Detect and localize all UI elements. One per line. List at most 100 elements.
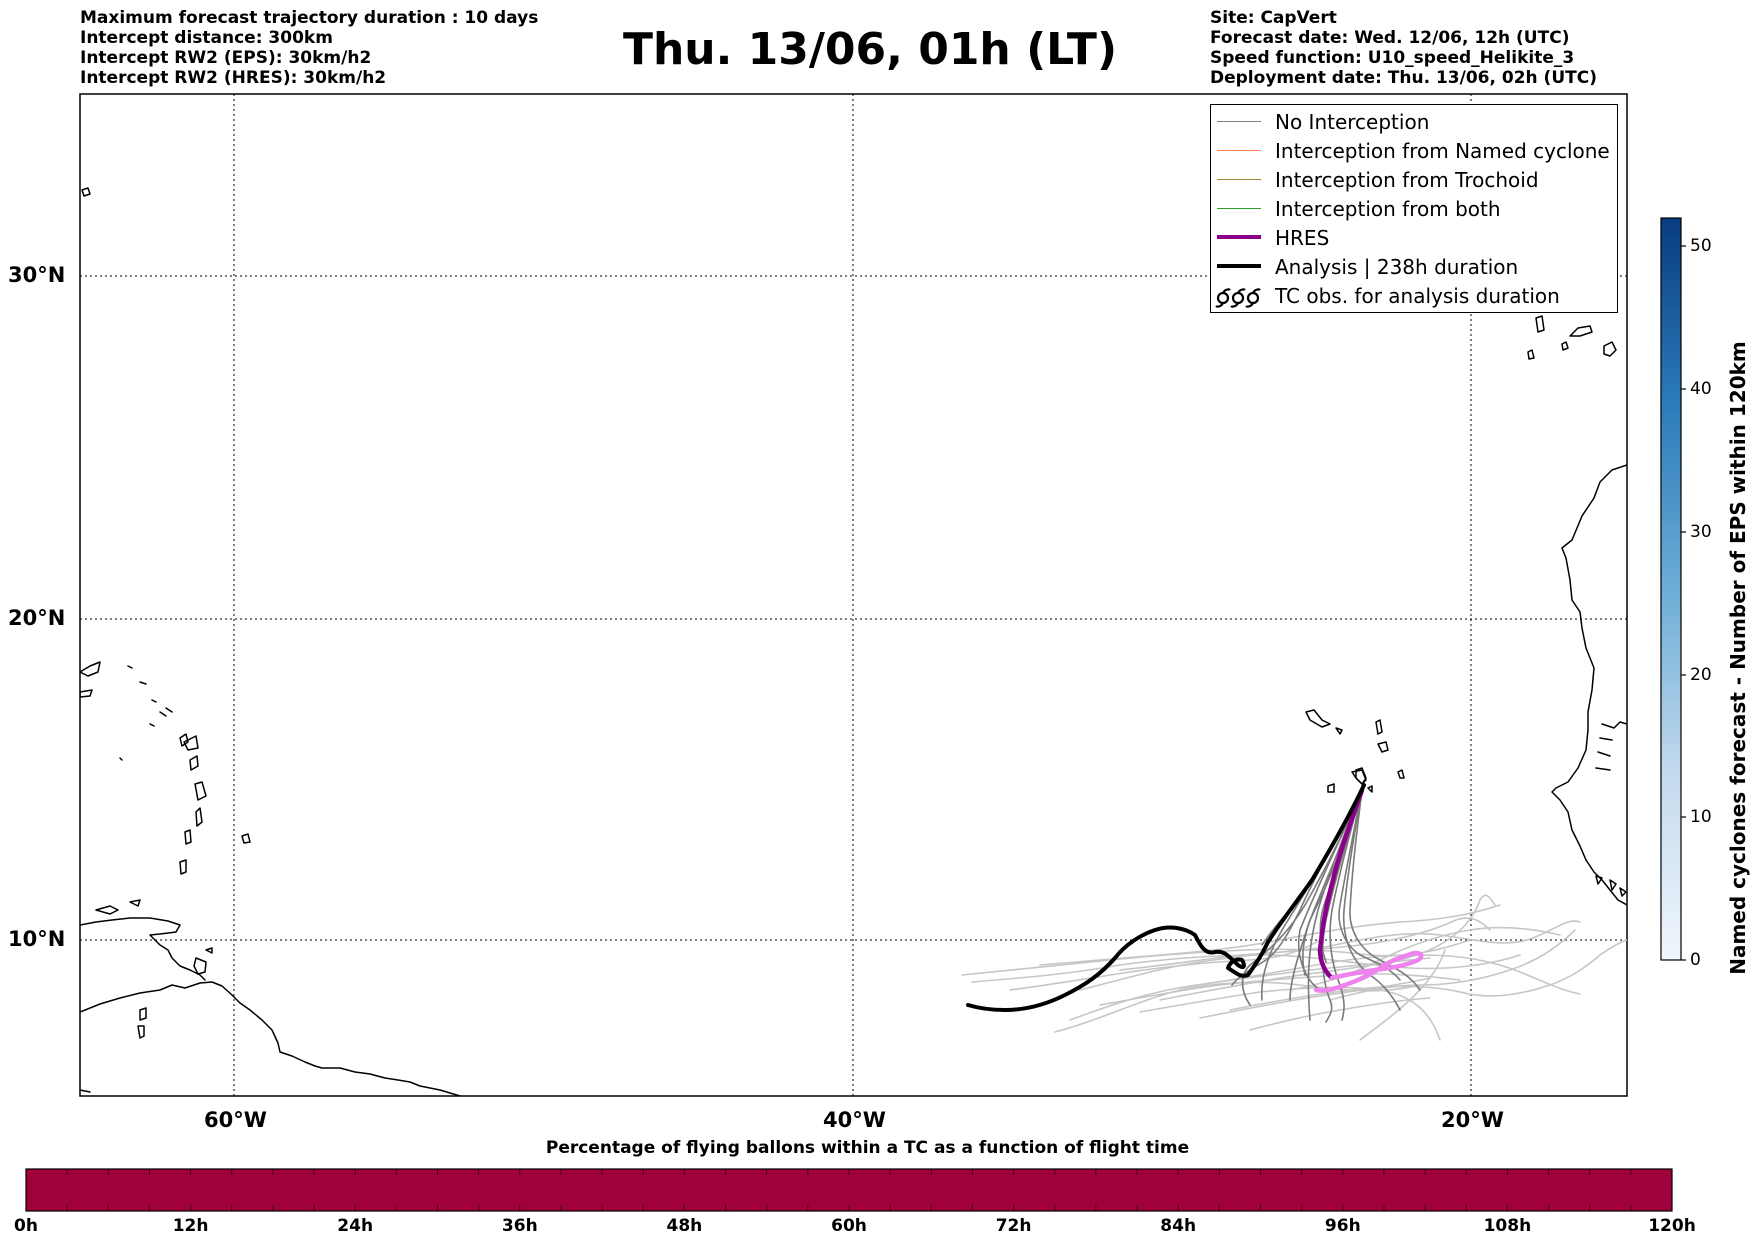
antilles-dots xyxy=(119,665,173,761)
colorbar-right-tick-40: 40 xyxy=(1690,379,1712,399)
lesser-antilles-4 xyxy=(195,807,203,827)
lesser-antilles-5 xyxy=(184,829,192,845)
colorbar-right-tick-30: 30 xyxy=(1690,522,1712,542)
traj-light-14 xyxy=(1229,939,1627,1011)
virgin-islands xyxy=(80,661,101,677)
analysis-trajectory xyxy=(966,783,1366,1012)
legend: No Interception Interception from Named … xyxy=(1210,104,1618,313)
africa-estuaries xyxy=(1595,721,1627,771)
traj-dark-8 xyxy=(1241,789,1363,1006)
legend-swatch-green xyxy=(1217,208,1261,209)
lat-label-20n: 20°N xyxy=(8,606,66,630)
colorbar-bottom-tick-7: 84h xyxy=(1160,1216,1197,1236)
colorbar-bottom-tick-9: 108h xyxy=(1483,1216,1532,1236)
guyana-islands xyxy=(137,1007,147,1039)
traj-light-18 xyxy=(1359,949,1446,1041)
colorbar-right-tick-0: 0 xyxy=(1690,950,1701,970)
legend-label: No Interception xyxy=(1275,110,1430,134)
traj-light-6 xyxy=(1079,920,1581,991)
traj-light-12 xyxy=(1199,977,1431,1019)
legend-label: Interception from Trochoid xyxy=(1275,168,1539,192)
barbados xyxy=(241,833,251,844)
legend-swatch-grey xyxy=(1217,121,1261,122)
traj-dark-6 xyxy=(1329,789,1363,1021)
lat-label-30n: 30°N xyxy=(8,263,66,287)
header-left-line-1: Maximum forecast trajectory duration : 1… xyxy=(80,8,539,28)
venezuela-coast xyxy=(80,917,206,981)
colorbar-bottom-bar xyxy=(25,1168,1673,1212)
colorbar-bottom-minor-ticks xyxy=(66,1169,1632,1211)
legend-swatch-purple xyxy=(1217,235,1261,239)
colorbar-bottom-tick-0: 0h xyxy=(14,1216,38,1236)
colorbar-right-tick-20: 20 xyxy=(1690,665,1712,685)
legend-swatch-black xyxy=(1217,264,1261,268)
madeira xyxy=(81,187,91,197)
lon-label-40w: 40°W xyxy=(823,1108,886,1132)
legend-item-analysis: Analysis | 238h duration xyxy=(1211,252,1617,281)
header-right-line-3: Speed function: U10_speed_Helikite_3 xyxy=(1210,48,1575,68)
colorbar-right-tick-10: 10 xyxy=(1690,807,1712,827)
traj-dark-13 xyxy=(1338,789,1401,981)
header-left: Maximum forecast trajectory duration : 1… xyxy=(80,8,538,88)
canary-islands xyxy=(1527,315,1617,360)
colorbar-right-label: Named cyclones forecast - Number of EPS … xyxy=(1726,341,1750,975)
legend-swatch-olive xyxy=(1217,179,1261,180)
legend-item-named-cyclone: Interception from Named cyclone xyxy=(1211,136,1617,165)
site-marker xyxy=(1351,769,1367,785)
hispaniola-edge xyxy=(80,1089,91,1093)
colorbar-bottom-tick-5: 60h xyxy=(831,1216,867,1236)
lon-label-20w: 20°W xyxy=(1441,1108,1504,1132)
traj-dark-10 xyxy=(1349,789,1421,991)
tobago xyxy=(205,947,213,954)
colorbar-bottom-tick-4: 48h xyxy=(666,1216,703,1236)
header-left-line-2: Intercept distance: 300km xyxy=(80,28,333,48)
legend-item-tc-obs: TC obs. for analysis duration xyxy=(1211,281,1617,310)
curacao-coast xyxy=(95,899,141,915)
lesser-antilles-1 xyxy=(179,733,189,747)
legend-label: Interception from Named cyclone xyxy=(1275,139,1610,163)
colorbar-right-gradient xyxy=(1660,217,1682,961)
trinidad xyxy=(193,957,207,975)
legend-label: Analysis | 238h duration xyxy=(1275,255,1519,279)
legend-label: Interception from both xyxy=(1275,197,1501,221)
header-right-line-1: Site: CapVert xyxy=(1210,8,1337,28)
traj-light-8 xyxy=(1039,904,1501,966)
header-right-line-4: Deployment date: Thu. 13/06, 02h (UTC) xyxy=(1210,68,1597,88)
legend-label: TC obs. for analysis duration xyxy=(1275,284,1560,308)
traj-light-17 xyxy=(1249,997,1431,1031)
legend-swatch-coral xyxy=(1217,150,1261,151)
bijagos-islands xyxy=(1595,875,1627,897)
colorbar-bottom-title: Percentage of flying ballons within a TC… xyxy=(545,1138,1190,1158)
legend-label: HRES xyxy=(1275,226,1330,250)
legend-item-trochoid: Interception from Trochoid xyxy=(1211,165,1617,194)
lon-label-60w: 60°W xyxy=(204,1108,267,1132)
header-right: Site: CapVert Forecast date: Wed. 12/06,… xyxy=(1210,8,1597,88)
south-america-coast xyxy=(80,981,461,1096)
colorbar-bottom-tick-2: 24h xyxy=(337,1216,374,1236)
colorbar-bottom-tick-3: 36h xyxy=(501,1216,538,1236)
colorbar-bottom-tick-1: 12h xyxy=(172,1216,209,1236)
colorbar-bottom xyxy=(25,1168,1673,1212)
header-left-line-3: Intercept RW2 (EPS): 30km/h2 xyxy=(80,48,372,68)
lesser-antilles-3 xyxy=(194,781,207,801)
traj-light-16 xyxy=(1329,929,1576,1001)
colorbar-bottom-tick-8: 96h xyxy=(1324,1216,1361,1236)
header-right-line-2: Forecast date: Wed. 12/06, 12h (UTC) xyxy=(1210,28,1570,48)
africa-coast xyxy=(1551,464,1627,906)
coastlines xyxy=(80,187,1627,1096)
hres-trajectory-early xyxy=(1317,787,1365,981)
lesser-antilles-6 xyxy=(179,859,187,875)
traj-dark-7 xyxy=(1342,789,1401,1011)
page-title: Thu. 13/06, 01h (LT) xyxy=(622,24,1118,75)
legend-item-both: Interception from both xyxy=(1211,194,1617,223)
legend-item-hres: HRES xyxy=(1211,223,1617,252)
colorbar-right-tick-50: 50 xyxy=(1690,236,1712,256)
header-left-line-4: Intercept RW2 (HRES): 30km/h2 xyxy=(80,68,387,88)
lesser-antilles-2 xyxy=(189,755,199,771)
puerto-rico xyxy=(80,689,93,698)
legend-item-no-interception: No Interception xyxy=(1211,107,1617,136)
guadeloupe xyxy=(183,735,199,751)
lat-label-10n: 10°N xyxy=(8,927,66,951)
colorbar-bottom-tick-10: 120h xyxy=(1648,1216,1696,1236)
cyclone-symbols-icon xyxy=(1215,288,1261,308)
